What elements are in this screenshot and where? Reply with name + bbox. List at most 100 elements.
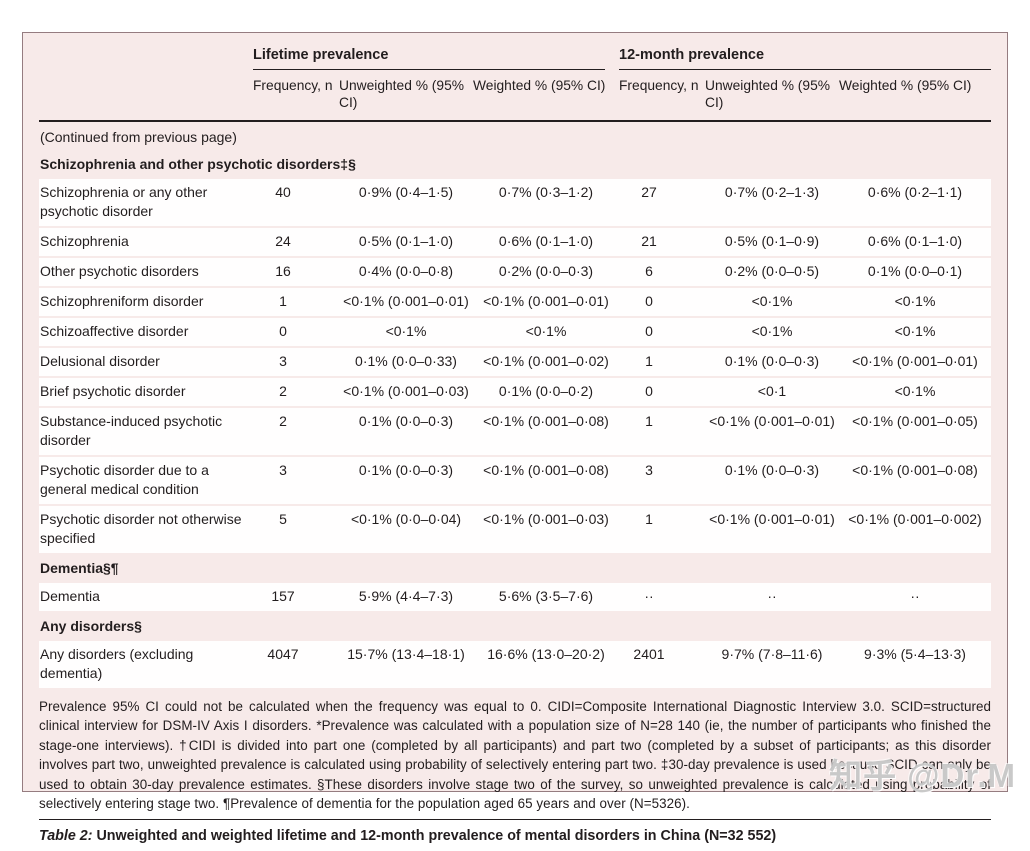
row-value: 1 bbox=[645, 413, 653, 429]
table-row: Substance-induced psychotic disorder 2 0·1… bbox=[39, 408, 991, 455]
group-header-row: Lifetime prevalence 12-month prevalence bbox=[39, 33, 991, 70]
row-value: 1 bbox=[645, 353, 653, 369]
row-value: <0·1% (0·001–0·03) bbox=[343, 383, 469, 399]
row-label: Any disorders (excluding dementia) bbox=[40, 646, 194, 681]
row-value: 0·5% (0·1–0·9) bbox=[724, 233, 820, 249]
column-header-frequency-12month: Frequency, n bbox=[619, 78, 699, 93]
row-value: 3 bbox=[279, 353, 287, 369]
row-label: Psychotic disorder due to a general medi… bbox=[40, 462, 209, 497]
group-header-12month: 12-month prevalence bbox=[619, 46, 991, 70]
table-row: Other psychotic disorders 16 0·4% (0·0–0·8… bbox=[39, 258, 991, 286]
row-value: 4047 bbox=[267, 646, 299, 662]
row-value: 0·1% (0·0–0·3) bbox=[724, 462, 820, 478]
table-row: Schizophrenia 24 0·5% (0·1–1·0) 0·6% (0·1–1… bbox=[39, 228, 991, 256]
table-row: Psychotic disorder due to a general medi… bbox=[39, 457, 991, 504]
row-value: 3 bbox=[645, 462, 653, 478]
row-value: <0·1% (0·001–0·08) bbox=[852, 462, 978, 478]
row-value: <0·1% bbox=[894, 323, 936, 339]
row-value: <0·1% (0·001–0·03) bbox=[483, 511, 609, 527]
row-label: Substance-induced psychotic disorder bbox=[40, 413, 223, 448]
row-value: <0·1% bbox=[894, 293, 936, 309]
table-caption-text: Unweighted and weighted lifetime and 12-… bbox=[96, 828, 777, 845]
table-row: Schizoaffective disorder 0 <0·1% <0·1% 0 <0·1… bbox=[39, 318, 991, 346]
continued-note-row: (Continued from previous page) bbox=[39, 124, 991, 151]
row-value: 16·6% (13·0–20·2) bbox=[487, 646, 605, 662]
row-value: ·· bbox=[644, 588, 654, 604]
row-value: 0·6% (0·2–1·1) bbox=[867, 184, 963, 200]
row-value: 0·7% (0·3–1·2) bbox=[498, 184, 594, 200]
row-value: <0·1% (0·001–0·002) bbox=[848, 511, 982, 527]
section-title: Dementia§¶ bbox=[40, 560, 119, 576]
row-value: 0·1% (0·0–0·3) bbox=[358, 413, 454, 429]
row-value: 27 bbox=[641, 184, 657, 200]
row-value: 5·9% (4·4–7·3) bbox=[358, 588, 454, 604]
table-row: Delusional disorder 3 0·1% (0·0–0·33) <0·1%… bbox=[39, 348, 991, 376]
table-row: Schizophrenia or any other psychotic dis… bbox=[39, 179, 991, 226]
row-value: <0·1% bbox=[385, 323, 427, 339]
table-row: Any disorders (excluding dementia) 4047 15… bbox=[39, 641, 991, 688]
row-value: <0·1% (0·001–0·01) bbox=[483, 293, 609, 309]
column-header-unweighted-lifetime: Unweighted % (95% CI) bbox=[339, 78, 465, 110]
table-body: (Continued from previous page) Schizophr… bbox=[39, 122, 991, 688]
row-value: 0·4% (0·0–0·8) bbox=[358, 263, 454, 279]
row-label: Schizoaffective disorder bbox=[40, 323, 189, 339]
column-header-weighted-12month: Weighted % (95% CI) bbox=[839, 78, 972, 93]
row-value: 0·2% (0·0–0·5) bbox=[724, 263, 820, 279]
row-value: 2 bbox=[279, 383, 287, 399]
row-value: 0·1% (0·0–0·2) bbox=[498, 383, 594, 399]
column-header-unweighted-12month: Unweighted % (95% CI) bbox=[705, 78, 831, 110]
column-header-row: Frequency, n Unweighted % (95% CI) Weigh… bbox=[39, 70, 991, 122]
row-value: <0·1% bbox=[751, 293, 793, 309]
row-label: Schizophrenia bbox=[40, 233, 129, 249]
table-caption-label: Table 2: bbox=[39, 828, 93, 845]
row-value: 0·1% (0·0–0·1) bbox=[867, 263, 963, 279]
row-value: 6 bbox=[645, 263, 653, 279]
row-value: 24 bbox=[275, 233, 291, 249]
row-value: 15·7% (13·4–18·1) bbox=[347, 646, 465, 662]
table-row: Dementia 157 5·9% (4·4–7·3) 5·6% (3·5–7·6) ·… bbox=[39, 583, 991, 611]
section-title: Schizophrenia and other psychotic disord… bbox=[40, 156, 356, 172]
row-label: Other psychotic disorders bbox=[40, 263, 199, 279]
section-header-row: Dementia§¶ bbox=[39, 555, 991, 582]
row-value: <0·1% (0·001–0·01) bbox=[852, 353, 978, 369]
row-value: <0·1% bbox=[751, 323, 793, 339]
row-value: 0·1% (0·0–0·3) bbox=[724, 353, 820, 369]
table-footnote: Prevalence 95% CI could not be calculate… bbox=[39, 699, 991, 812]
column-header-weighted-lifetime: Weighted % (95% CI) bbox=[473, 78, 606, 93]
row-value: 9·3% (5·4–13·3) bbox=[864, 646, 966, 662]
row-value: <0·1% (0·0–0·04) bbox=[350, 511, 462, 527]
row-value: <0·1% (0·001–0·05) bbox=[852, 413, 978, 429]
row-value: 5 bbox=[279, 511, 287, 527]
row-value: 0 bbox=[279, 323, 287, 339]
section-header-row: Schizophrenia and other psychotic disord… bbox=[39, 151, 991, 178]
row-value: 1 bbox=[279, 293, 287, 309]
row-value: 0·5% (0·1–1·0) bbox=[358, 233, 454, 249]
row-value: <0·1% (0·001–0·08) bbox=[483, 462, 609, 478]
row-value: 2 bbox=[279, 413, 287, 429]
row-value: 0·6% (0·1–1·0) bbox=[867, 233, 963, 249]
row-value: 157 bbox=[271, 588, 295, 604]
row-value: 5·6% (3·5–7·6) bbox=[498, 588, 594, 604]
zhihu-watermark: 知乎 @Dr.M bbox=[829, 757, 1016, 794]
row-value: 0·1% (0·0–0·33) bbox=[355, 353, 457, 369]
row-value: 0 bbox=[645, 383, 653, 399]
row-value: 0·9% (0·4–1·5) bbox=[358, 184, 454, 200]
row-value: <0·1% (0·001–0·08) bbox=[483, 413, 609, 429]
row-value: 16 bbox=[275, 263, 291, 279]
row-value: 2401 bbox=[633, 646, 665, 662]
row-value: <0·1% bbox=[525, 323, 567, 339]
row-label: Dementia bbox=[40, 588, 100, 604]
row-label: Schizophreniform disorder bbox=[40, 293, 204, 309]
row-value: 0·2% (0·0–0·3) bbox=[498, 263, 594, 279]
row-label: Brief psychotic disorder bbox=[40, 383, 186, 399]
row-value: <0·1% (0·001–0·01) bbox=[343, 293, 469, 309]
table-row: Psychotic disorder not otherwise specifi… bbox=[39, 506, 991, 553]
row-value: 9·7% (7·8–11·6) bbox=[721, 646, 823, 662]
row-label: Psychotic disorder not otherwise specifi… bbox=[40, 511, 242, 546]
row-value: <0·1% (0·001–0·02) bbox=[483, 353, 609, 369]
row-value: 0·6% (0·1–1·0) bbox=[498, 233, 594, 249]
row-value: <0·1% (0·001–0·01) bbox=[709, 413, 835, 429]
section-title: Any disorders§ bbox=[40, 618, 142, 634]
row-value: 0·1% (0·0–0·3) bbox=[358, 462, 454, 478]
row-value: 0·7% (0·2–1·3) bbox=[724, 184, 820, 200]
